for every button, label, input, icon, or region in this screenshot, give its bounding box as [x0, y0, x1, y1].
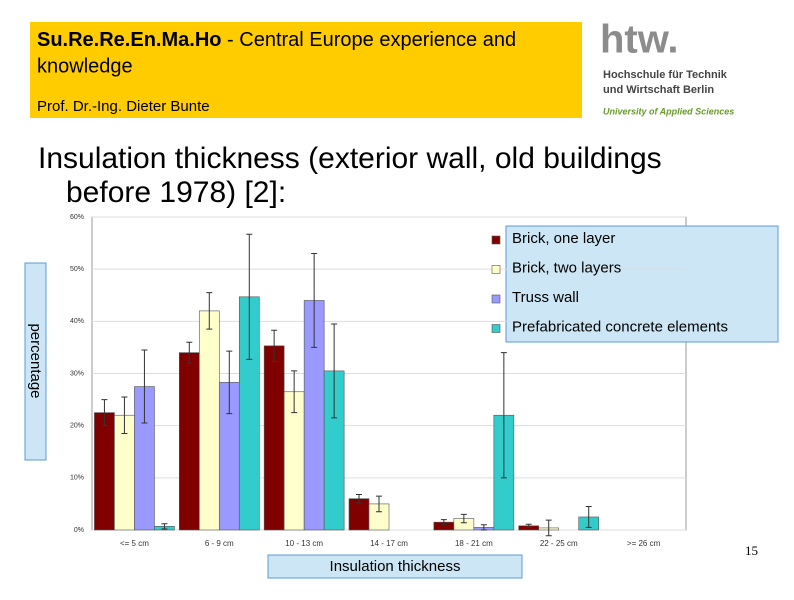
error-bar: [161, 523, 168, 530]
x-tick-label: 10 - 13 cm: [285, 539, 323, 548]
x-tick-label: 14 - 17 cm: [370, 539, 408, 548]
error-bar: [585, 506, 592, 528]
error-bar: [376, 495, 382, 513]
y-tick-label: 20%: [70, 423, 84, 430]
logo-mark: htw.: [600, 18, 679, 62]
legend-label: Truss wall: [512, 289, 579, 306]
error-bar: [331, 323, 338, 419]
slide-title: before 1978) [2]:: [66, 176, 286, 209]
legend-swatch: [491, 235, 501, 245]
bar: [263, 345, 285, 531]
error-bar: [500, 352, 507, 479]
slide-title: Insulation thickness (exterior wall, old…: [38, 142, 662, 175]
error-bar: [440, 519, 447, 526]
error-bar: [141, 349, 148, 424]
legend-label: Prefabricated concrete elements: [512, 318, 728, 335]
error-bar: [460, 513, 467, 524]
y-tick-label: 60%: [70, 214, 84, 221]
xlabel-box: [267, 554, 523, 579]
error-bar: [246, 233, 253, 360]
y-tick-label: 50%: [70, 266, 84, 273]
legend-box: [505, 225, 779, 343]
y-tick-label: 30%: [70, 370, 84, 377]
y-tick-label: 0%: [74, 527, 84, 534]
header-box: [30, 22, 582, 118]
error-bar: [311, 253, 318, 348]
header-title: Su.Re.Re.En.Ma.Ho - Central Europe exper…: [37, 29, 516, 51]
logo-text: Hochschule für Technik: [603, 69, 728, 81]
error-bar: [545, 519, 552, 537]
error-bar: [101, 399, 108, 427]
legend-label: Brick, two layers: [512, 259, 621, 276]
y-tick-label: 10%: [70, 475, 84, 482]
ylabel-box: [24, 262, 47, 461]
x-tick-label: 22 - 25 cm: [540, 539, 578, 548]
header-title: knowledge: [37, 55, 133, 77]
bar: [94, 412, 115, 531]
bar: [178, 352, 200, 531]
logo-text: und Wirtschaft Berlin: [603, 84, 714, 96]
legend-swatch: [491, 324, 501, 333]
error-bar: [291, 370, 298, 414]
error-bar: [186, 341, 193, 364]
y-axis-label: percentage: [27, 323, 44, 398]
error-bar: [226, 350, 233, 415]
legend-swatch: [491, 265, 501, 274]
error-bar: [206, 292, 213, 330]
x-axis-label: Insulation thickness: [330, 558, 461, 575]
bar: [348, 498, 370, 531]
x-tick-label: 18 - 21 cm: [455, 539, 493, 548]
header-author: Prof. Dr.-Ing. Dieter Bunte: [37, 98, 210, 115]
error-bar: [525, 523, 532, 528]
x-tick-label: >= 26 cm: [627, 539, 661, 548]
logo-text: University of Applied Sciences: [603, 106, 734, 116]
error-bar: [271, 329, 278, 363]
y-tick-label: 40%: [70, 318, 84, 325]
error-bar: [480, 524, 487, 531]
legend-label: Brick, one layer: [512, 230, 615, 247]
x-tick-label: <= 5 cm: [120, 539, 149, 548]
error-bar: [356, 494, 362, 504]
legend-swatch: [491, 294, 501, 304]
page-number: 15: [745, 543, 758, 558]
x-tick-label: 6 - 9 cm: [205, 539, 234, 548]
error-bar: [121, 396, 128, 434]
bar: [198, 310, 220, 531]
